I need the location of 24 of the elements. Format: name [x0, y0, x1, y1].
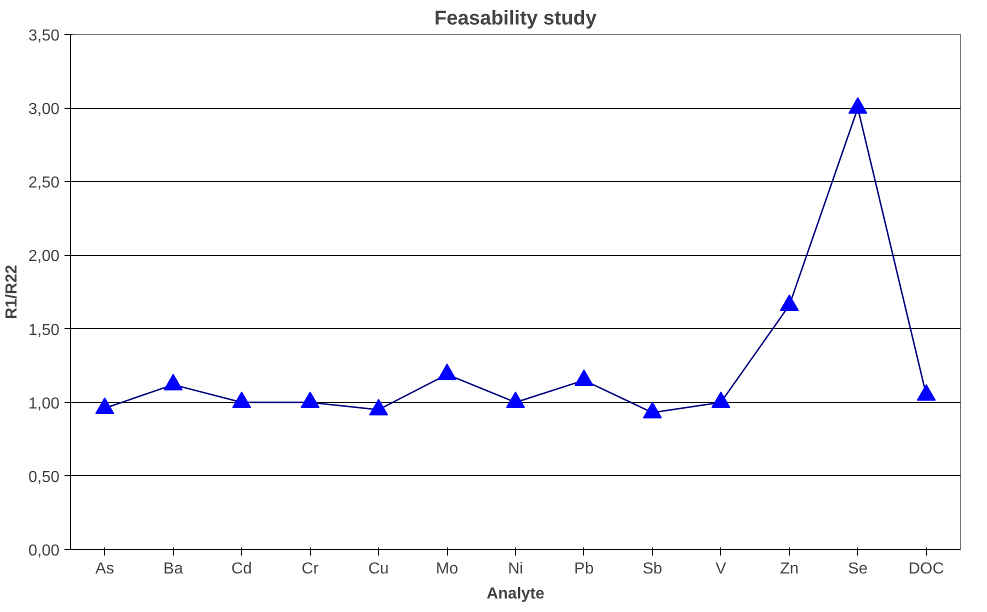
y-tick-label: 1,00 [28, 395, 60, 412]
chart-title: Feasability study [434, 8, 598, 30]
y-tick-label: 3,50 [28, 28, 60, 44]
x-tick-label: Pb [574, 560, 594, 578]
x-tick-label: Ba [163, 560, 184, 578]
x-tick-label: Sb [642, 560, 662, 578]
y-tick-label: 3,00 [28, 101, 60, 118]
x-tick-label: Cr [302, 560, 320, 578]
y-tick-label: 0,50 [28, 468, 60, 486]
x-tick-label: V [716, 560, 727, 578]
x-tick-label: Mo [436, 560, 458, 578]
y-tick-label: 2,50 [28, 174, 60, 192]
x-tick-label: Ni [508, 560, 524, 578]
x-axis-title: Analyte [486, 586, 544, 602]
y-tick-label: 2,00 [28, 248, 60, 266]
x-tick-label: Se [848, 560, 868, 578]
x-tick-label: As [95, 560, 114, 578]
x-tick-label: Cu [368, 560, 389, 578]
x-tick-label: DOC [908, 560, 944, 578]
x-tick-label: Cd [231, 560, 252, 578]
x-tick-label: Zn [780, 560, 799, 578]
y-tick-label: 0,00 [28, 542, 60, 560]
y-tick-label: 1,50 [28, 322, 60, 339]
y-axis-title: R1/R22 [3, 264, 20, 320]
